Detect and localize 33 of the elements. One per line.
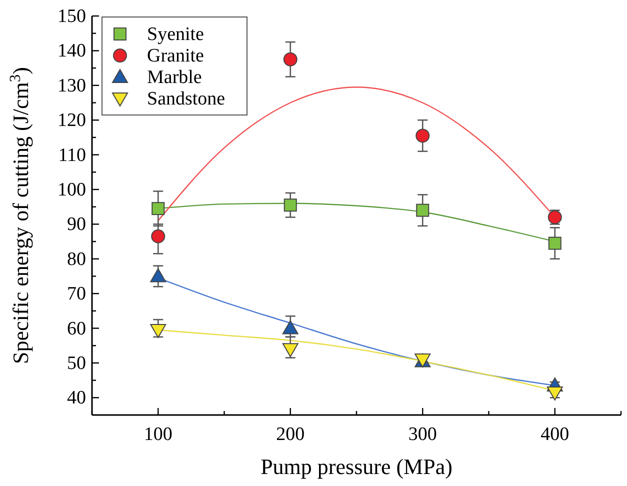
point xyxy=(152,202,165,216)
point xyxy=(284,198,297,212)
point xyxy=(150,268,166,282)
point xyxy=(151,229,166,244)
y-tick-label: 60 xyxy=(67,318,86,340)
y-tick-label: 70 xyxy=(67,284,86,305)
point xyxy=(416,128,430,143)
point xyxy=(548,236,562,250)
y-tick-label: 150 xyxy=(58,6,86,27)
y-tick-label: 90 xyxy=(67,214,86,236)
x-tick-label: 200 xyxy=(276,424,305,445)
legend-label: Marble xyxy=(147,67,202,88)
y-tick-label: 110 xyxy=(58,144,86,166)
y-tick-label: 100 xyxy=(58,179,86,200)
y-tick-label: 120 xyxy=(58,110,86,132)
legend-label: Syenite xyxy=(147,24,204,45)
legend-label: Sandstone xyxy=(147,88,226,110)
y-tick-label: 130 xyxy=(58,75,86,96)
point xyxy=(150,324,166,338)
point xyxy=(546,386,563,400)
legend-label: Granite xyxy=(147,46,204,66)
point xyxy=(416,204,430,217)
point xyxy=(282,320,298,334)
x-tick-label: 100 xyxy=(144,424,172,445)
y-tick-label: 80 xyxy=(67,248,86,270)
point xyxy=(283,52,298,66)
x-axis-title: Pump pressure (MPa) xyxy=(260,454,452,479)
y-tick-label: 40 xyxy=(67,388,86,409)
x-tick-label: 400 xyxy=(540,424,570,445)
point xyxy=(282,343,298,358)
x-tick-label: 300 xyxy=(408,424,437,445)
y-tick-label: 140 xyxy=(58,40,86,62)
y-tick-label: 50 xyxy=(67,352,86,374)
